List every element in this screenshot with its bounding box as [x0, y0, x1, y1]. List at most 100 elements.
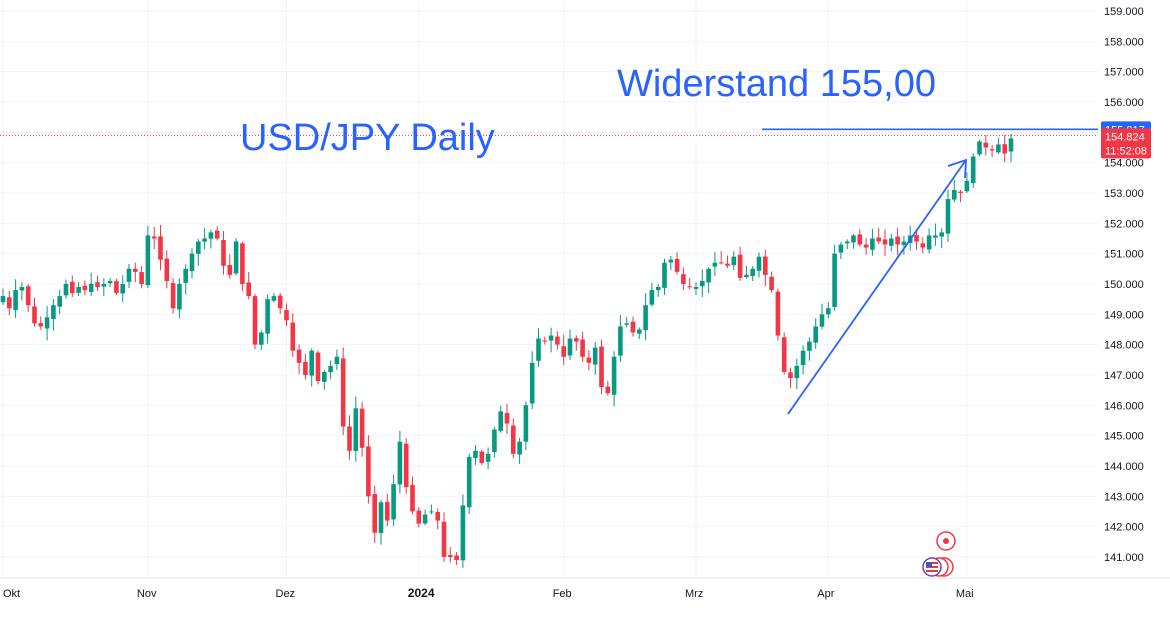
candle-body [964, 180, 970, 192]
candle [914, 229, 919, 250]
candle-body [13, 290, 18, 311]
candle-body [939, 232, 944, 237]
candle [926, 228, 932, 254]
resistance-annotation[interactable]: Widerstand 155,00 [617, 63, 936, 105]
candle [832, 244, 837, 311]
candle-body [857, 234, 863, 245]
candle [88, 272, 94, 296]
candle [958, 189, 963, 203]
candle-body [889, 238, 894, 246]
candle [706, 267, 711, 293]
candle [32, 297, 37, 327]
candle [731, 251, 737, 270]
candle-body [76, 287, 81, 293]
time-axis[interactable]: Okt Nov Dez 2024 Feb Mrz Apr Mai [0, 577, 1170, 615]
candle [164, 250, 170, 289]
price-axis-label: 145.000 [1104, 431, 1144, 443]
candle-body [624, 323, 629, 325]
candle-body [958, 191, 963, 193]
candle-body [240, 243, 245, 284]
trend-arrow[interactable] [787, 159, 967, 415]
candle-body [630, 321, 636, 333]
candle [196, 239, 201, 266]
candle-body [737, 254, 743, 278]
candle-body [914, 235, 919, 242]
candle-body [328, 365, 333, 373]
event-marker-dot-icon [943, 538, 949, 544]
candle [410, 476, 415, 515]
candle-body [996, 144, 1001, 153]
candle-body [504, 413, 510, 424]
candle [813, 318, 818, 349]
candle-body [718, 262, 724, 264]
candle-body [599, 346, 604, 388]
candle-body [580, 339, 585, 357]
candle [548, 327, 554, 353]
candle-body [183, 268, 188, 283]
candle-body [838, 244, 844, 253]
candle [240, 241, 245, 292]
candle-body [70, 281, 75, 294]
candle [107, 277, 113, 288]
candle-body [473, 450, 478, 458]
candle-body [605, 386, 611, 394]
candle [561, 334, 566, 365]
candle [662, 258, 667, 295]
candle-body [139, 272, 144, 284]
candle-body [611, 356, 617, 395]
candle [322, 370, 327, 390]
candle [466, 453, 472, 514]
economic-events[interactable] [922, 531, 956, 577]
candle [372, 485, 377, 543]
candle [177, 278, 182, 319]
candle [296, 344, 302, 375]
candle [101, 278, 107, 297]
candle-body [145, 235, 151, 286]
candle-body [807, 341, 812, 351]
candle-body [725, 263, 730, 266]
candle [271, 292, 277, 303]
candle [441, 512, 447, 562]
time-axis-label: Apr [817, 588, 834, 600]
candle [454, 552, 459, 566]
candle-body [271, 296, 277, 301]
candle-body [460, 505, 466, 561]
candle-body [561, 346, 566, 357]
candle [1008, 133, 1014, 163]
last-price-tag: 154.824 11:52:08 [1101, 128, 1151, 159]
candle [479, 449, 485, 466]
candle-body [227, 265, 233, 275]
candle [284, 303, 289, 327]
candle [769, 271, 774, 293]
candle [227, 254, 233, 279]
candle-body [523, 405, 529, 442]
candle [718, 251, 724, 265]
price-axis-label: 154.000 [1104, 158, 1144, 170]
candle [19, 282, 25, 301]
candle-body [863, 244, 869, 248]
candle-body [668, 259, 674, 263]
price-axis[interactable]: 141.000 142.000 143.000 144.000 145.000 146.0… [1098, 0, 1170, 615]
candle [542, 336, 548, 345]
candle [498, 405, 503, 433]
candle [794, 358, 800, 390]
candle-body [366, 446, 371, 497]
candle [807, 337, 812, 361]
candle-body [372, 494, 377, 533]
candle [473, 445, 478, 465]
candle [580, 331, 585, 362]
candle-body [44, 317, 50, 329]
candle [485, 447, 491, 470]
candle-body [403, 443, 409, 488]
candle-body [277, 295, 283, 309]
candle [208, 229, 214, 249]
candle-body [441, 521, 447, 557]
chart-title-annotation[interactable]: USD/JPY Daily [240, 117, 495, 159]
candle-body [895, 236, 900, 245]
candle-body [876, 237, 881, 242]
candle-body [296, 349, 302, 363]
candle-body [781, 337, 787, 372]
candle [693, 282, 699, 295]
